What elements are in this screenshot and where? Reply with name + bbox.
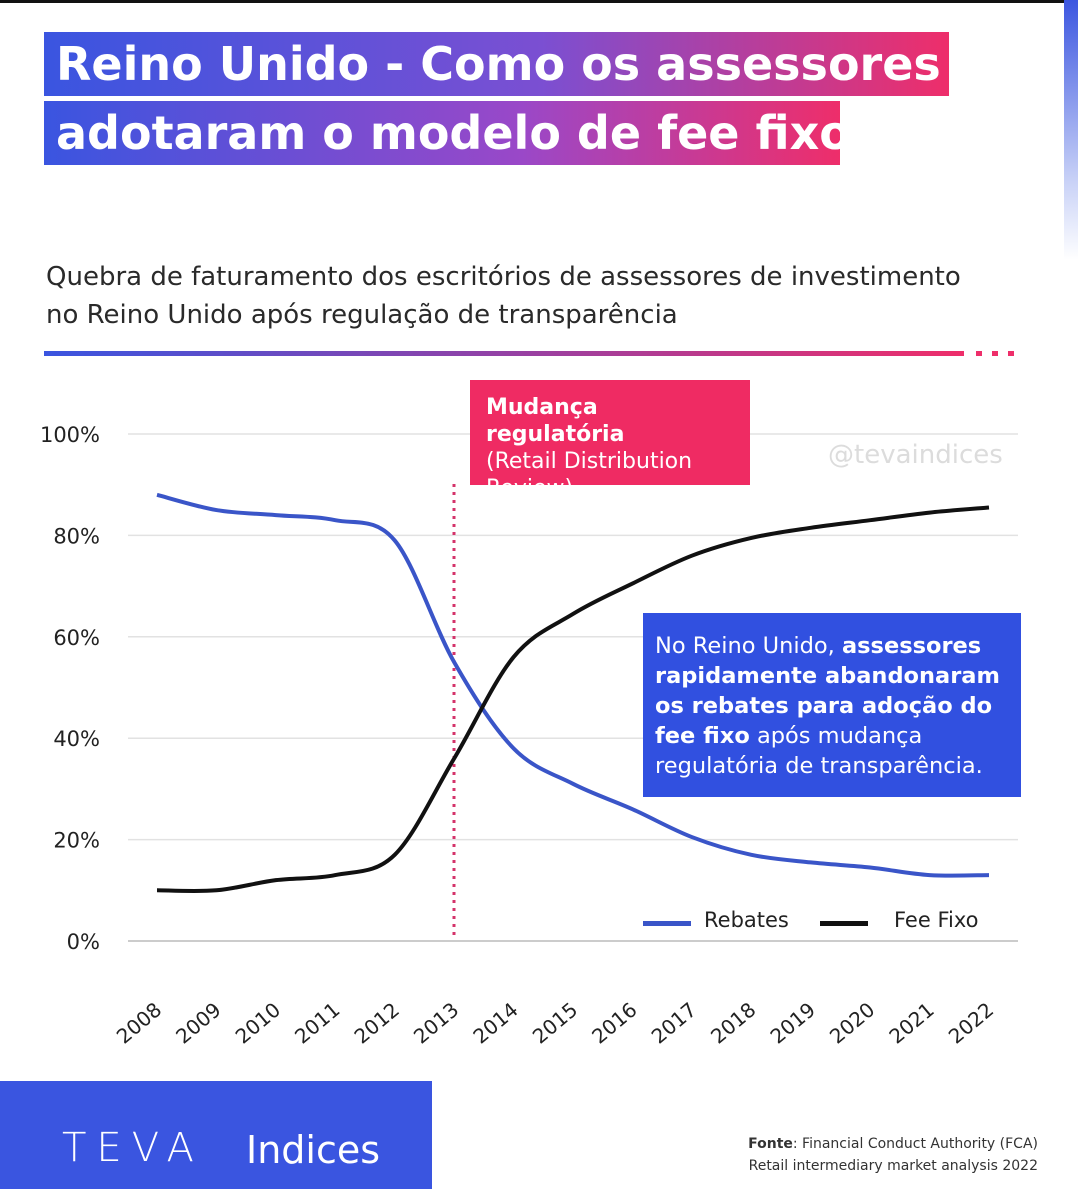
title-line-2: adotaram o modelo de fee fixo <box>44 101 851 165</box>
insight-part-3: após mudança regulatória de transparênci… <box>655 723 983 779</box>
brand-logo-sub: Indices <box>246 1128 381 1172</box>
y-tick-labels: 0% 20% 40% 60% 80% 100% <box>40 423 100 954</box>
series-line-rebates <box>156 492 990 878</box>
insight-part-1: No Reino Unido, <box>655 633 842 659</box>
series-line-fee-fixo <box>156 505 990 894</box>
x-tick-label: 2012 <box>350 997 404 1048</box>
y-tick-label: 60% <box>53 626 100 650</box>
source-text: : Financial Conduct Authority (FCA) <box>792 1136 1038 1152</box>
x-tick-label: 2015 <box>528 997 582 1048</box>
y-tick-label: 40% <box>53 727 100 751</box>
x-tick-label: 2022 <box>944 997 998 1048</box>
x-tick-label: 2016 <box>587 997 641 1048</box>
x-tick-label: 2011 <box>290 997 344 1048</box>
y-tick-label: 100% <box>40 423 100 447</box>
divider-dots <box>976 351 1021 356</box>
x-tick-label: 2019 <box>766 997 820 1048</box>
divider-rule <box>44 351 964 356</box>
x-tick-label: 2013 <box>409 997 463 1048</box>
source-label: Fonte <box>748 1136 793 1152</box>
subtitle-line-1: Quebra de faturamento dos escritórios de… <box>46 262 961 292</box>
regulatory-callout-title: Mudança regulatória <box>486 395 625 447</box>
legend-label-rebates: Rebates <box>704 908 789 932</box>
x-tick-label: 2008 <box>112 997 166 1048</box>
x-tick-label: 2014 <box>468 997 522 1048</box>
x-tick-label: 2010 <box>231 997 285 1048</box>
edge-accent <box>1064 0 1078 260</box>
x-tick-label: 2009 <box>171 997 225 1048</box>
legend-label-fee-fixo: Fee Fixo <box>894 908 979 932</box>
x-tick-label: 2018 <box>706 997 760 1048</box>
series-lines <box>156 492 990 894</box>
top-rule <box>0 0 1078 3</box>
x-tick-label: 2017 <box>647 997 701 1048</box>
x-tick-label: 2020 <box>825 997 879 1048</box>
x-tick-labels: 2008 2009 2010 2011 2012 2013 2014 2015 2016 2017… <box>112 997 998 1048</box>
regulatory-callout: Mudança regulatória (Retail Distribution… <box>470 380 750 501</box>
title-line-1: Reino Unido - Como os assessores <box>44 32 949 96</box>
subtitle-line-2: no Reino Unido após regulação de transpa… <box>46 300 678 330</box>
insight-callout: No Reino Unido, assessores rapidamente a… <box>643 613 1021 797</box>
y-tick-label: 0% <box>67 930 100 954</box>
source-note: Fonte: Financial Conduct Authority (FCA)… <box>748 1133 1038 1177</box>
regulatory-callout-body: (Retail Distribution Review) <box>486 449 693 501</box>
legend-swatch-fee-fixo <box>820 921 868 926</box>
y-tick-label: 20% <box>53 829 100 853</box>
source-line-2: Retail intermediary market analysis 2022 <box>748 1158 1038 1174</box>
y-tick-label: 80% <box>53 524 100 548</box>
brand-logo: TEVA <box>62 1125 204 1171</box>
watermark: @tevaindices <box>828 440 1003 470</box>
footer-brand-panel <box>0 1081 432 1189</box>
x-tick-label: 2021 <box>884 997 938 1048</box>
chart-subtitle: Quebra de faturamento dos escritórios de… <box>46 258 1036 334</box>
legend-swatch-rebates <box>643 921 691 926</box>
insight-part-2: assessores rapidamente abandonaram os re… <box>655 633 1000 749</box>
